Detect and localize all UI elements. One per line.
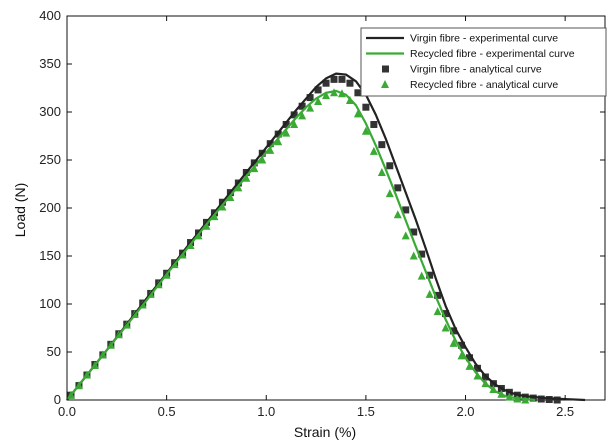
series-line [66, 89, 536, 402]
x-axis-label: Strain (%) [294, 424, 356, 440]
y-tick-label: 300 [39, 104, 61, 119]
data-point-square [537, 395, 545, 403]
data-point-triangle [425, 289, 434, 298]
data-point-square [458, 341, 466, 349]
x-tick-label: 2.5 [556, 404, 574, 419]
data-point-square [282, 120, 290, 128]
data-point-triangle [314, 96, 323, 105]
data-point-square [545, 396, 553, 404]
data-point-triangle [393, 210, 402, 219]
data-point-triangle [449, 338, 458, 347]
x-tick-label: 0.0 [58, 404, 76, 419]
x-tick-label: 2.0 [456, 404, 474, 419]
data-point-square [346, 79, 354, 87]
data-point-square [338, 75, 346, 83]
data-point-triangle [282, 128, 291, 137]
legend: Virgin fibre - experimental curve Recycle… [360, 27, 607, 97]
data-point-triangle [441, 323, 450, 332]
data-point-triangle [417, 271, 426, 280]
y-tick-label: 250 [39, 152, 61, 167]
data-point-square [426, 271, 434, 279]
data-point-square [314, 86, 322, 94]
data-point-square [529, 394, 537, 402]
data-point-triangle [258, 155, 267, 164]
data-point-square [410, 228, 418, 236]
data-point-square [370, 120, 378, 128]
legend-label: Virgin fibre - experimental curve [410, 33, 558, 45]
data-point-square [473, 364, 481, 372]
data-point-square [450, 327, 458, 335]
data-point-square [378, 141, 386, 149]
data-point-square [290, 111, 298, 119]
y-tick-label: 150 [39, 248, 61, 263]
y-tick-label: 200 [39, 200, 61, 215]
data-point-square [306, 94, 314, 102]
data-point-triangle [290, 119, 299, 128]
data-point-square [418, 250, 426, 258]
data-point-square [298, 102, 306, 110]
data-point-square [553, 396, 561, 404]
legend-label: Recycled fibre - analytical curve [410, 79, 558, 91]
data-point-square [466, 354, 474, 362]
legend-label: Recycled fibre - experimental curve [410, 48, 575, 60]
data-point-triangle [377, 167, 386, 176]
data-point-triangle [298, 111, 307, 120]
x-tick-label: 1.0 [257, 404, 275, 419]
data-point-square [354, 89, 362, 97]
data-point-square [330, 75, 338, 83]
data-point-square [442, 310, 450, 318]
data-point-square [362, 103, 370, 111]
data-point-triangle [353, 109, 362, 118]
data-point-square [394, 184, 402, 192]
data-point-triangle [369, 146, 378, 155]
data-point-square [386, 162, 394, 170]
data-point-triangle [433, 307, 442, 316]
data-point-square [402, 206, 410, 214]
y-tick-label: 400 [39, 8, 61, 23]
data-point-square [322, 79, 330, 87]
y-tick-label: 350 [39, 56, 61, 71]
y-axis-label: Load (N) [12, 183, 28, 237]
legend-swatch-triangle [381, 80, 389, 88]
data-point-triangle [306, 103, 315, 112]
data-point-triangle [385, 189, 394, 198]
data-point-triangle [274, 137, 283, 146]
data-point-triangle [361, 126, 370, 135]
data-point-triangle [266, 145, 275, 154]
data-point-triangle [322, 91, 331, 100]
x-tick-label: 0.5 [158, 404, 176, 419]
legend-swatch-square [382, 65, 389, 73]
legend-box [360, 27, 607, 97]
data-point-triangle [457, 351, 466, 360]
data-point-square [434, 291, 442, 299]
data-point-triangle [409, 251, 418, 260]
y-tick-label: 100 [39, 296, 61, 311]
legend-label: Virgin fibre - analytical curve [410, 64, 542, 76]
y-tick-label: 0 [54, 392, 61, 407]
series-1 [66, 89, 536, 402]
x-axis: 0.0 0.5 1.0 1.5 2.0 2.5 [58, 16, 574, 419]
data-point-triangle [401, 231, 410, 240]
y-axis: 0 50 100 150 200 250 300 350 400 [39, 8, 605, 407]
x-tick-label: 1.5 [357, 404, 375, 419]
y-tick-label: 50 [47, 344, 61, 359]
